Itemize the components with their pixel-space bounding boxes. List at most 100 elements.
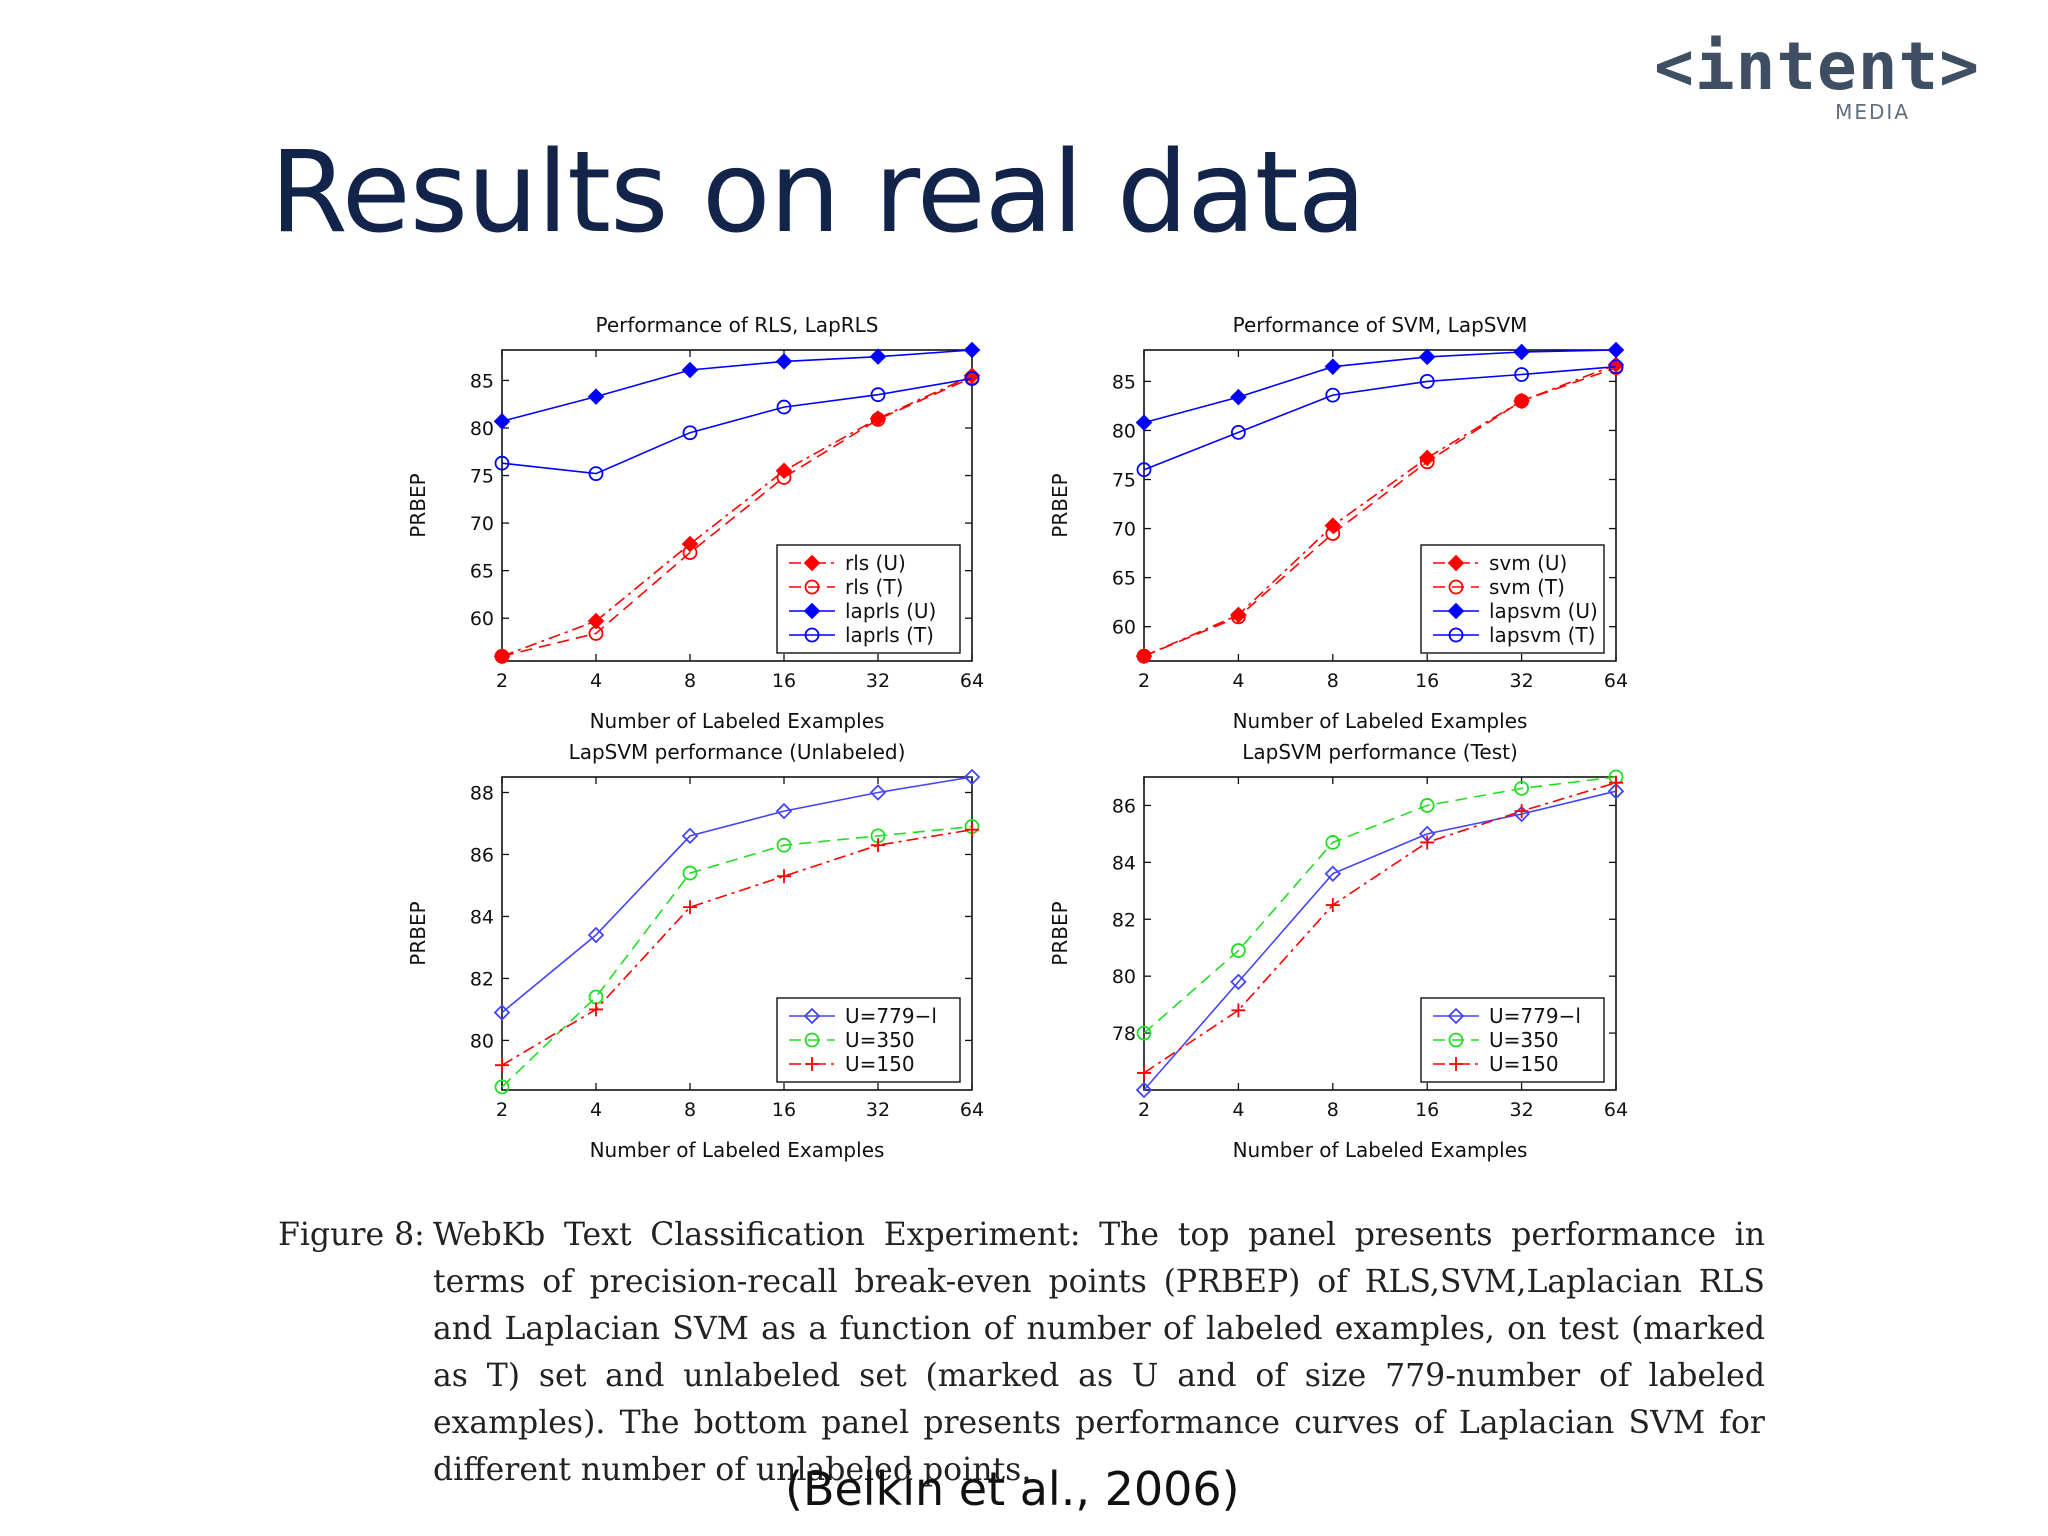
data-point	[870, 387, 886, 403]
y-tick-label: 85	[1112, 371, 1136, 393]
legend-swatch-marker	[804, 579, 820, 595]
data-point	[871, 838, 885, 853]
data-point	[1135, 1081, 1153, 1099]
legend-swatch-marker	[1448, 1032, 1464, 1048]
data-point	[494, 455, 510, 471]
data-point	[587, 388, 605, 405]
series-line	[1143, 365, 1617, 471]
data-point	[963, 341, 981, 359]
data-point	[1607, 782, 1625, 800]
y-tick-label: 65	[470, 561, 494, 583]
data-point	[1514, 804, 1529, 819]
data-point	[1513, 343, 1530, 361]
data-point	[1231, 943, 1246, 958]
data-point	[493, 1004, 511, 1021]
chart-svm-lapsvm: 2 4 8 16 32 64 60 65 70 75 80 85 Performance of SVM,…	[1048, 313, 1628, 733]
y-tick-label: 85	[470, 370, 494, 392]
data-point	[1514, 780, 1529, 796]
data-point	[870, 412, 886, 427]
data-point	[963, 768, 981, 786]
data-point	[589, 1002, 603, 1017]
x-tick-label: 2	[496, 1099, 508, 1121]
data-point	[1137, 1065, 1151, 1080]
x-tick-label: 64	[960, 1099, 984, 1121]
x-tick-label: 4	[590, 670, 602, 692]
data-point	[1419, 454, 1435, 470]
y-tick-label: 82	[1112, 909, 1136, 931]
data-point	[1420, 835, 1435, 850]
chart-title: Performance of SVM, LapSVM	[1233, 313, 1528, 337]
x-tick-label: 2	[496, 670, 508, 692]
legend-box	[1420, 997, 1605, 1083]
data-point	[1230, 973, 1247, 991]
data-point	[683, 900, 697, 915]
x-tick-label: 16	[1415, 670, 1439, 692]
x-tick-label: 64	[960, 670, 984, 692]
legend-swatch-marker	[1448, 627, 1464, 643]
data-point	[1136, 1025, 1152, 1041]
x-tick-label: 4	[1232, 1099, 1244, 1121]
data-point	[1324, 865, 1342, 883]
x-tick-label: 16	[1415, 1099, 1439, 1121]
slide-title: Results on real data	[270, 128, 1366, 258]
plot-frame	[501, 349, 973, 662]
y-axis-label: PRBEP	[1048, 473, 1072, 537]
data-point	[964, 371, 980, 386]
y-tick-label: 88	[470, 782, 494, 804]
data-point	[588, 626, 604, 641]
y-tick-label: 80	[470, 1030, 494, 1052]
legend-swatch-marker	[1447, 554, 1465, 572]
data-point	[1419, 798, 1435, 813]
data-point	[776, 470, 792, 485]
y-tick-label: 60	[1112, 617, 1136, 639]
data-point	[1607, 341, 1625, 359]
x-tick-label: 8	[684, 670, 696, 692]
x-tick-label: 2	[1138, 1099, 1150, 1121]
x-tick-label: 8	[1327, 1099, 1339, 1121]
data-point	[1136, 462, 1152, 478]
caption-label: Figure 8:	[278, 1217, 425, 1253]
data-point	[775, 353, 793, 370]
data-point	[587, 926, 605, 944]
intent-media-logo: <intent> MEDIA	[1650, 28, 1980, 128]
legend-entry: U=150	[1489, 1052, 1559, 1076]
legend-swatch-marker	[804, 627, 820, 643]
legend-entry: rls (U)	[845, 551, 906, 575]
x-tick-label: 8	[684, 1099, 696, 1121]
data-point	[588, 466, 604, 482]
plot-frame	[1143, 776, 1617, 1091]
data-point	[1418, 449, 1436, 467]
logo-wordmark: <intent>	[1654, 28, 1980, 105]
y-tick-label: 78	[1112, 1023, 1136, 1045]
legend-entry: U=779−l	[1489, 1004, 1581, 1028]
data-point	[494, 648, 510, 664]
x-tick-label: 16	[772, 1099, 796, 1121]
data-point	[1231, 425, 1246, 440]
series-line	[501, 776, 973, 1014]
chart-rls-laprls: 2 4 8 16 32 64 60 65 70 75 80 85 Performance of RLS,…	[406, 313, 984, 733]
series-line	[501, 377, 973, 475]
legend-swatch-marker	[1448, 579, 1464, 595]
chart-title: LapSVM performance (Test)	[1242, 740, 1518, 764]
x-tick-label: 32	[866, 1099, 890, 1121]
plot-frame	[1143, 349, 1617, 662]
y-tick-label: 75	[470, 466, 494, 488]
legend-entry: rls (T)	[845, 575, 903, 599]
data-point	[775, 802, 793, 820]
x-tick-label: 4	[1232, 670, 1244, 692]
legend-entry: U=150	[845, 1052, 915, 1076]
legend-swatch-marker	[803, 554, 821, 572]
x-tick-label: 32	[1510, 670, 1534, 692]
legend-entry: svm (U)	[1489, 551, 1567, 575]
x-tick-label: 64	[1604, 1099, 1628, 1121]
data-point	[681, 827, 699, 845]
data-point	[1231, 609, 1246, 625]
legend-swatch-marker	[805, 1057, 819, 1071]
series-line	[501, 825, 973, 1088]
data-point	[682, 865, 698, 881]
data-point	[682, 545, 698, 560]
y-axis-label: PRBEP	[1048, 901, 1072, 965]
data-point	[1514, 393, 1529, 409]
data-point	[776, 837, 792, 853]
